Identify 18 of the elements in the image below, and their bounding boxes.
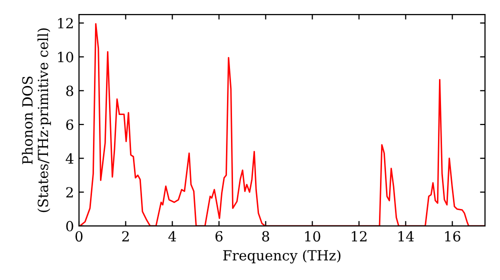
y-tick-label: 10 [58,52,74,62]
y-tick-label: 2 [66,187,73,198]
y-axis-title: Phonon DOS (States/THz·primitive cell) [22,28,51,212]
y-tick-label: 0 [66,220,74,232]
y-tick-label: 6 [66,119,74,130]
x-tick-label: 4 [168,231,176,242]
x-tick-label: 16 [445,231,460,242]
x-tick-label: 8 [262,231,270,242]
x-tick-label: 0 [75,231,82,242]
x-tick-label: 14 [398,231,414,242]
x-tick-label: 10 [305,231,320,242]
y-tick-label: 12 [58,18,73,28]
y-tick-label: 8 [66,86,74,96]
x-tick-label: 6 [216,231,223,242]
x-tick-label: 2 [122,231,129,242]
x-tick-label: 12 [352,231,366,242]
y-tick-label: 4 [66,153,74,164]
x-axis-title: Frequency (THz) [223,250,340,264]
